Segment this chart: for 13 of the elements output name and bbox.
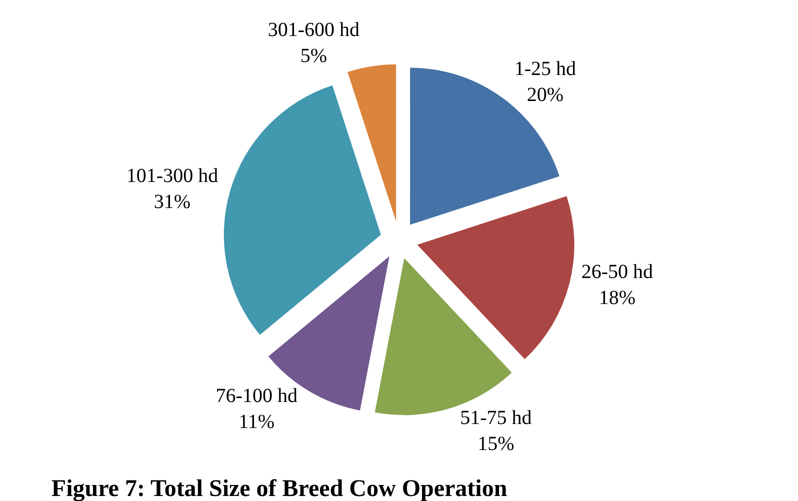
slice-label: 76-100 hd (216, 385, 298, 408)
data-label: 20% (526, 84, 564, 106)
slice-label: 26-50 hd (581, 261, 654, 284)
data-label: 15% (478, 433, 514, 456)
slice-label: 301-600 hd (268, 18, 360, 41)
data-label: 18% (598, 287, 636, 310)
slice-label: 101-300 hd (126, 165, 218, 188)
text: Figure 7: Total Size of Breed Cow Operation (51, 476, 508, 501)
data-label: 31% (154, 191, 191, 214)
data-label: 11% (238, 411, 275, 434)
data-label: 5% (300, 44, 327, 67)
slice-label: 51-75 hd (460, 407, 532, 430)
slice-label: 1-25 hd (514, 58, 576, 80)
